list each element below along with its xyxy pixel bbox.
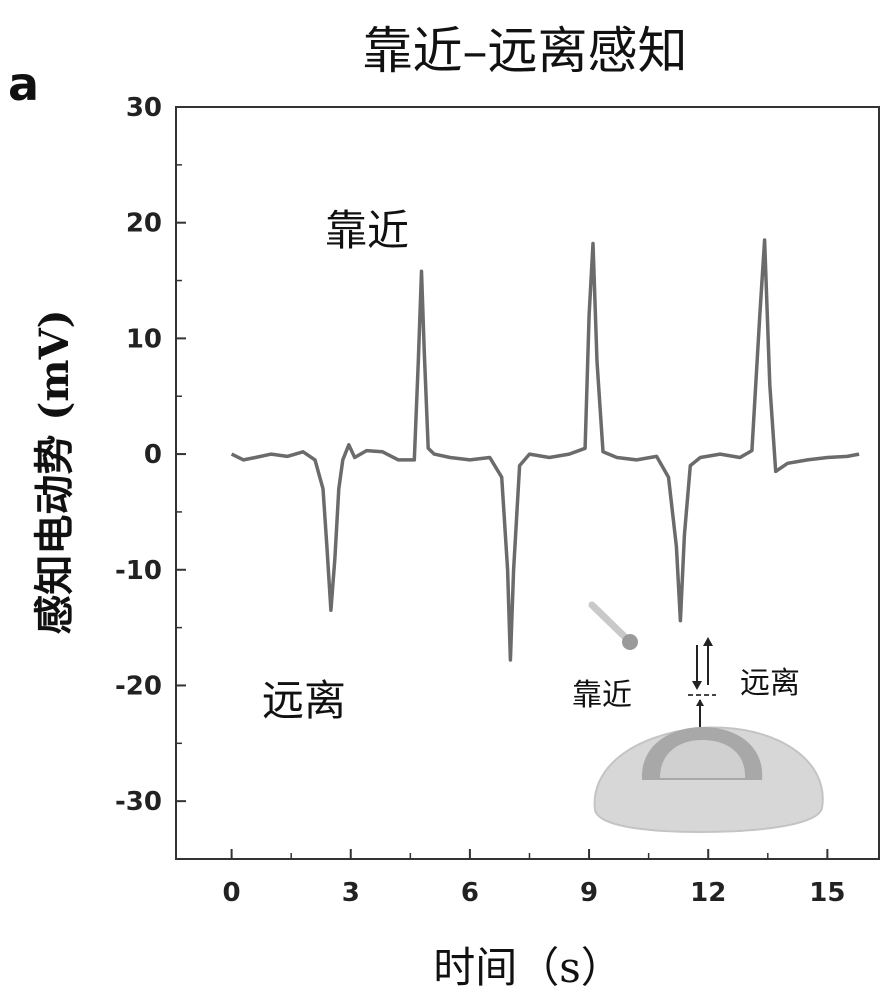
y-axis: 30 20 10 0 -10 -20 -30 xyxy=(115,93,186,817)
chart-title: 靠近–远离感知 xyxy=(363,22,688,80)
probe-ball xyxy=(622,634,638,650)
inset-illustration: 靠近 远离 xyxy=(572,601,824,834)
x-tick-label: 12 xyxy=(690,878,726,908)
x-axis: 0 3 6 9 12 15 xyxy=(223,849,845,908)
series-line xyxy=(230,238,860,662)
y-tick-label: 10 xyxy=(126,324,162,354)
y-tick-label: -20 xyxy=(115,671,162,701)
x-tick-label: 15 xyxy=(809,878,845,908)
x-tick-label: 6 xyxy=(461,878,479,908)
inset-label-approach: 靠近 xyxy=(572,678,632,713)
y-tick-label: 20 xyxy=(126,209,162,239)
y-tick-label: 0 xyxy=(144,440,162,470)
probe-rod xyxy=(588,601,630,642)
x-tick-label: 0 xyxy=(223,878,241,908)
annotation-away: 远离 xyxy=(262,676,346,725)
y-tick-label: -10 xyxy=(115,556,162,586)
plot-frame xyxy=(175,106,880,860)
y-tick-label: -30 xyxy=(115,787,162,817)
annotation-approach: 靠近 xyxy=(325,206,409,255)
x-axis-label: 时间（s） xyxy=(433,943,623,992)
arrow-down-head xyxy=(692,681,702,690)
x-tick-label: 9 xyxy=(580,878,598,908)
arrow-up-head xyxy=(703,637,713,646)
panel-label: a xyxy=(8,57,39,111)
y-axis-label: 感知电动势 (mV) xyxy=(31,309,78,634)
y-tick-label: 30 xyxy=(126,93,162,123)
x-tick-label: 3 xyxy=(342,878,360,908)
gap-arrow-head-top xyxy=(696,699,704,706)
inset-label-away: 远离 xyxy=(740,666,800,701)
device-center xyxy=(660,740,746,778)
